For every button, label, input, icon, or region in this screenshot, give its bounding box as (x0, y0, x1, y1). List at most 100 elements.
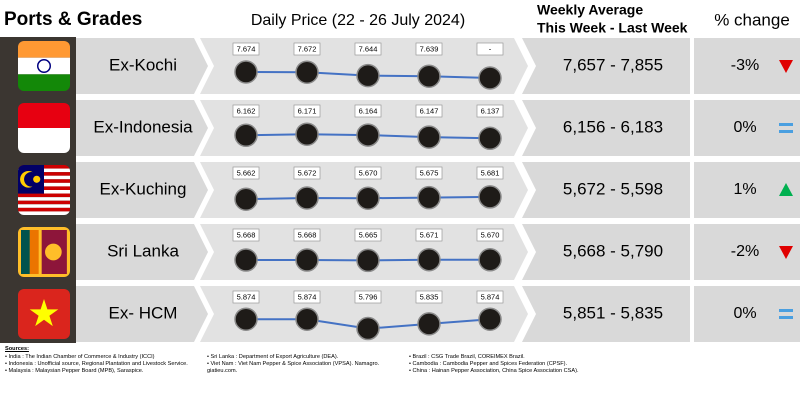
price-dot (234, 248, 258, 272)
flag-part (18, 207, 70, 212)
table: Ports & Grades Daily Price (22 - 26 July… (0, 2, 800, 343)
flag (18, 165, 70, 215)
weekly-cell (522, 224, 690, 280)
price-label-box (415, 166, 443, 180)
price-label: 5.874 (481, 292, 500, 301)
price-line (245, 71, 430, 78)
flag-part (21, 230, 30, 274)
port-name: Ex-Kuching (100, 179, 187, 198)
price-dot (234, 187, 258, 211)
price-label: 6.171 (298, 106, 317, 115)
price-label: 5.681 (481, 168, 500, 177)
price-label-box (293, 290, 321, 304)
flag (18, 41, 70, 91)
trend-equal (779, 123, 793, 126)
price-label-box (293, 42, 321, 56)
price-dot (356, 186, 380, 210)
price-dot (234, 60, 258, 84)
chart-cell (200, 286, 528, 342)
price-label-box (354, 104, 382, 118)
price-label-box (415, 104, 443, 118)
price-label-box (293, 228, 321, 242)
price-label-box (354, 228, 382, 242)
source-item: Viet Nam : Viet Nam Pepper & Spice Assoc… (207, 361, 397, 375)
change-value: -2% (731, 243, 759, 260)
price-label: 5.670 (359, 168, 378, 177)
flag-part (18, 57, 70, 75)
price-label-box (476, 42, 504, 56)
price-label: 6.147 (420, 106, 439, 115)
flag-part (45, 243, 62, 261)
weekly-cell (522, 100, 690, 156)
change-value: 1% (733, 181, 756, 198)
price-dot (295, 186, 319, 210)
flag-part (24, 171, 39, 187)
weekly-average: 5,851 - 5,835 (563, 303, 663, 322)
flag-body (18, 103, 70, 153)
flag-body (18, 289, 70, 339)
flag-body (18, 227, 70, 277)
port-name: Sri Lanka (107, 241, 179, 260)
price-dot (417, 247, 441, 272)
price-label: 7.672 (298, 44, 317, 53)
price-label-box (476, 228, 504, 242)
header-change: % change (714, 10, 790, 29)
price-label-box (415, 290, 443, 304)
name-cell (76, 162, 208, 218)
flag-part (18, 193, 70, 198)
price-label: 5.671 (420, 230, 439, 239)
price-label: 5.835 (420, 292, 439, 301)
header-weekly: Weekly Average (537, 2, 643, 18)
price-label-box (293, 104, 321, 118)
weekly-cell (522, 286, 690, 342)
price-label: 5.665 (359, 230, 378, 239)
price-dot (478, 248, 502, 272)
price-label-box (232, 228, 260, 242)
price-dot (478, 185, 502, 209)
source-item: Brazil : CSG Trade Brazil, COREIMEX Braz… (409, 354, 599, 361)
flag-part (33, 175, 41, 183)
price-label: 5.668 (237, 230, 256, 239)
flag-part (18, 128, 70, 153)
price-label: 6.162 (237, 106, 256, 115)
price-dot (417, 185, 441, 210)
price-dot (356, 63, 380, 88)
price-dot (295, 60, 319, 84)
trend-equal (779, 316, 793, 319)
price-dot (417, 64, 441, 88)
change-value: -3% (731, 57, 759, 74)
price-dot (234, 123, 258, 148)
flag-part (18, 211, 70, 215)
price-label-box (415, 228, 443, 242)
price-label-box (293, 166, 321, 180)
trend-down (779, 60, 793, 73)
price-label-box (476, 104, 504, 118)
weekly-cell (522, 38, 690, 94)
flag-part (18, 200, 70, 205)
price-dot (356, 123, 380, 147)
price-label: 5.675 (420, 168, 439, 177)
price-dot (417, 125, 441, 149)
change-value: 0% (733, 119, 756, 136)
source-item: Malaysia : Malaysian Pepper Board (MPB),… (5, 368, 195, 375)
price-dot (295, 248, 319, 272)
port-name: Ex-Kochi (109, 55, 177, 74)
flag-part (18, 41, 70, 58)
flag-body (18, 165, 70, 215)
weekly-cell (522, 162, 690, 218)
flag-part (29, 230, 39, 274)
source-item: Sri Lanka : Department of Export Agricul… (207, 354, 397, 361)
source-item: Cambodia : Cambodia Pepper and Spices Fe… (409, 361, 599, 368)
port-name: Ex- HCM (109, 303, 178, 322)
sources-column: Sri Lanka : Department of Export Agricul… (207, 354, 397, 375)
flag-part (18, 204, 70, 208)
price-dot (356, 316, 380, 341)
name-cell (76, 100, 208, 156)
flag-part (18, 74, 70, 91)
price-label-box (354, 290, 382, 304)
header-ports: Ports & Grades (4, 9, 142, 30)
price-dot (417, 312, 441, 336)
price-dot (234, 307, 258, 331)
price-label: 5.672 (298, 168, 317, 177)
source-item: China : Hainan Pepper Association, China… (409, 368, 599, 375)
